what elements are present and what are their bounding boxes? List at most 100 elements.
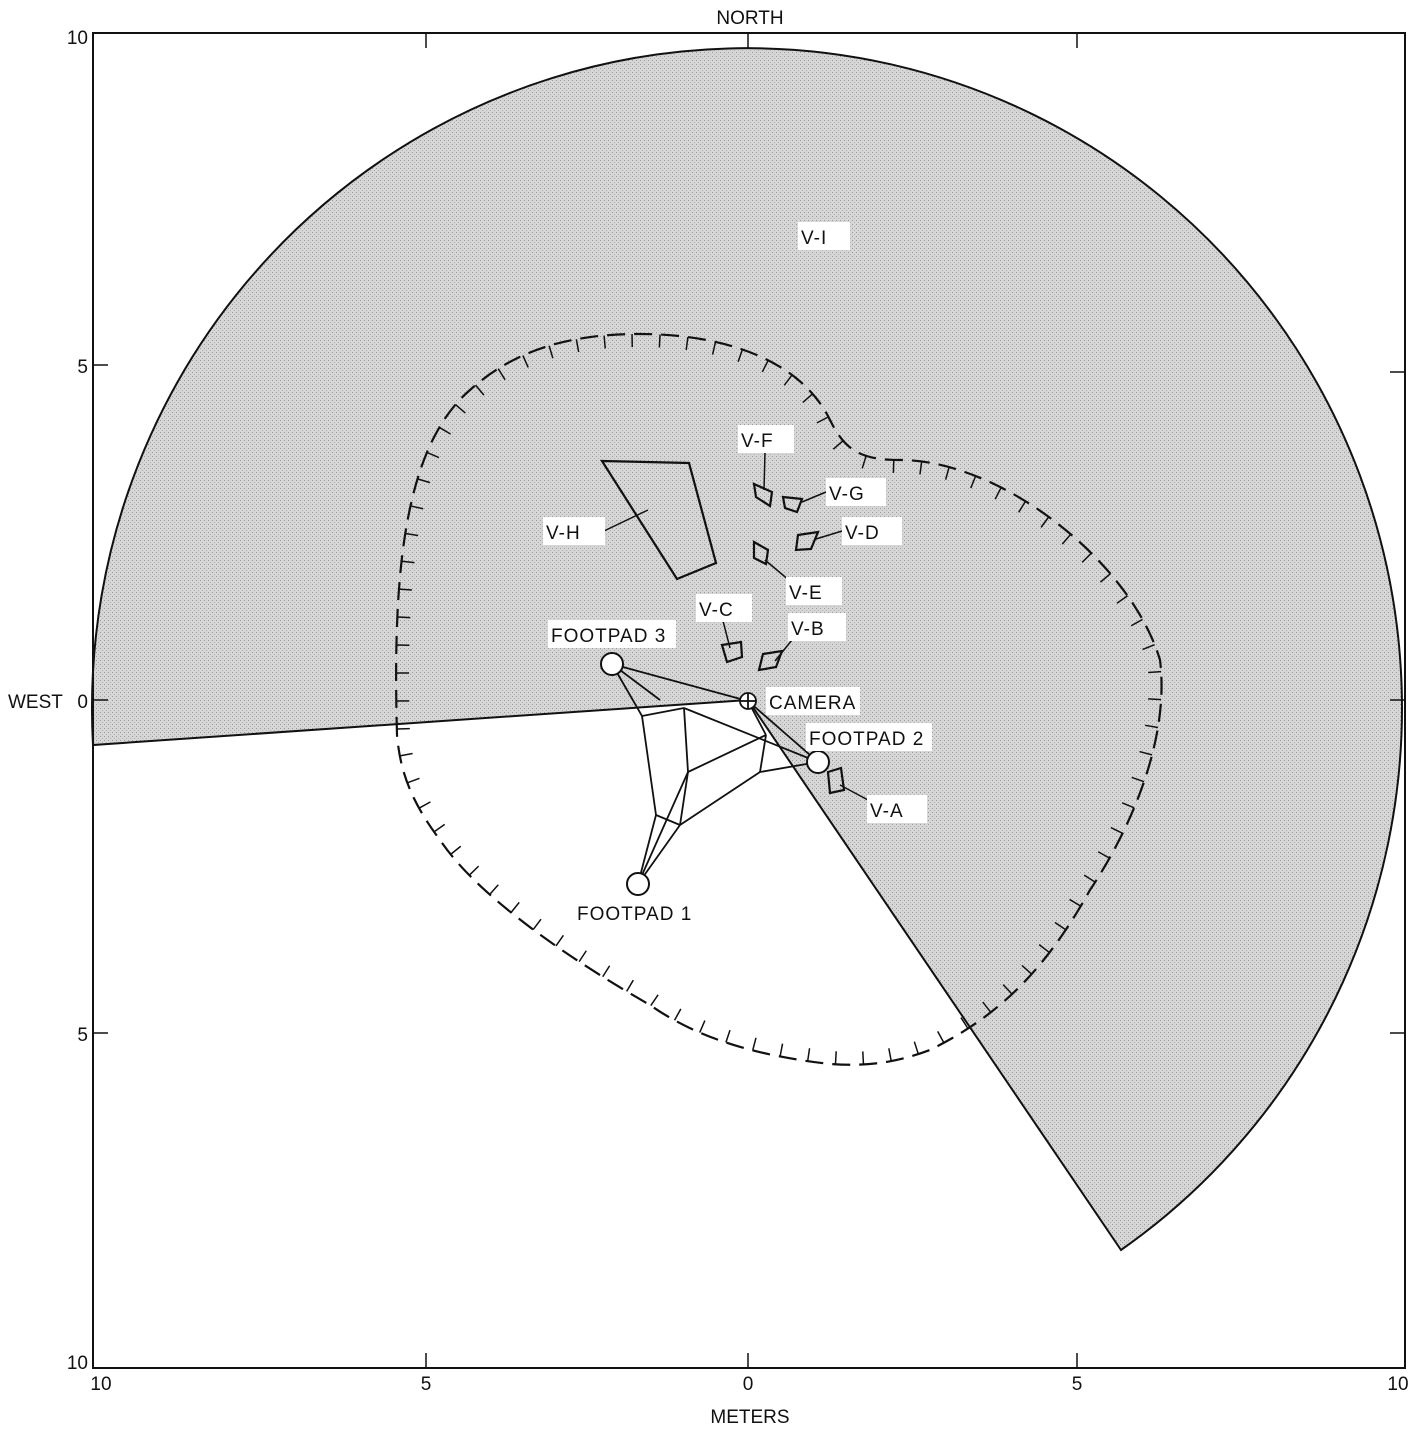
hachure-tick — [468, 865, 480, 876]
hachure-tick — [1018, 500, 1027, 513]
hachure-tick — [779, 1043, 784, 1057]
hachure-tick — [650, 994, 659, 1006]
footpad-1-marker — [626, 872, 650, 896]
hachure-tick — [426, 451, 440, 459]
area-v-a — [826, 766, 846, 795]
area-v-f — [752, 482, 774, 508]
hachure-tick — [1061, 533, 1072, 545]
x-tick-label: 10 — [90, 1374, 111, 1395]
hachure-tick — [1148, 698, 1162, 701]
hachure-tick — [1002, 984, 1013, 995]
x-tick-label: 5 — [421, 1374, 432, 1395]
hachure-tick — [919, 461, 923, 475]
label-v-f: V-F — [741, 431, 774, 452]
label-footpad-3: FOOTPAD 3 — [551, 626, 666, 647]
hachure-tick — [398, 588, 412, 591]
west-label: WEST — [8, 692, 63, 713]
hachure-tick — [532, 918, 542, 931]
hachure-tick — [861, 455, 867, 469]
hachure-tick — [1139, 750, 1153, 756]
x-tick-label: 5 — [1072, 1374, 1083, 1395]
north-label: NORTH — [716, 8, 783, 29]
hachure-tick — [699, 1020, 706, 1033]
hachure-tick — [418, 801, 431, 809]
hachure-tick — [1116, 595, 1128, 604]
hachure-tick — [1040, 516, 1050, 528]
hachure-tick — [737, 349, 744, 363]
hachure-tick — [405, 532, 419, 537]
hachure-tick — [1142, 643, 1155, 651]
hachure-tick — [816, 416, 829, 424]
camera-marker — [739, 692, 757, 710]
hachure-tick — [438, 426, 451, 435]
hachure-tick — [937, 1030, 945, 1044]
hachure-tick — [1083, 874, 1096, 883]
hachure-tick — [497, 368, 506, 381]
hachure-tick — [603, 335, 606, 349]
label-camera: CAMERA — [769, 693, 856, 714]
area-v-b — [757, 649, 784, 672]
area-v-g — [781, 495, 804, 514]
hachure-tick — [1121, 802, 1135, 809]
hachure-tick — [832, 440, 844, 450]
label-footpad-2: FOOTPAD 2 — [809, 729, 924, 750]
hachure-tick — [417, 478, 431, 484]
hachure-tick — [1148, 670, 1162, 674]
hachure-tick — [970, 475, 977, 489]
hachure-tick — [994, 487, 1002, 500]
boundary-dashed-line — [395, 332, 1163, 1066]
hachure-tick — [450, 845, 462, 855]
label-v-h: V-H — [546, 523, 581, 544]
footpad-3-marker — [600, 652, 624, 676]
hachure-tick — [1069, 898, 1082, 907]
hachure-tick — [783, 374, 793, 386]
hachure-tick — [913, 1041, 920, 1055]
hachure-tick — [555, 934, 565, 947]
hachure-tick — [1081, 552, 1092, 563]
hachure-tick — [944, 466, 950, 480]
hachure-tick — [475, 384, 485, 396]
hachure-tick — [834, 1051, 837, 1065]
hachure-tick — [522, 355, 529, 368]
label-footpad-1: FOOTPAD 1 — [577, 904, 692, 925]
y-tick-label: 0 — [77, 692, 88, 713]
hachure-tick — [960, 1017, 969, 1029]
hachure-tick — [433, 823, 446, 833]
camera-view-region — [91, 47, 1403, 1252]
hachure-tick — [1144, 724, 1159, 729]
hachure-tick — [802, 393, 814, 403]
x-tick-label: 10 — [1387, 1374, 1408, 1395]
hachure-tick — [578, 950, 587, 963]
hachure-tick — [1038, 944, 1050, 954]
hachure-tick — [982, 1001, 992, 1013]
hachure-tick — [1130, 618, 1143, 627]
area-v-d — [794, 530, 820, 552]
x-tick-label: 0 — [743, 1374, 754, 1395]
y-tick-label: 5 — [77, 1025, 88, 1046]
hachure-tick — [602, 965, 611, 978]
hachure-tick — [455, 404, 466, 414]
area-v-h — [599, 459, 718, 581]
hachure-tick — [401, 560, 415, 564]
hachure-tick — [1099, 573, 1111, 583]
hachure-tick — [397, 616, 411, 619]
hachure-tick — [1097, 851, 1110, 859]
hachure-tick — [711, 341, 717, 355]
hachure-tick — [862, 1051, 865, 1065]
label-v-d: V-D — [845, 523, 880, 544]
hachure-tick — [888, 1048, 892, 1062]
hachure-tick — [1110, 826, 1123, 834]
label-v-i: V-I — [801, 228, 827, 249]
hachure-tick — [625, 979, 634, 992]
hachure-tick — [575, 339, 580, 353]
area-v-c — [720, 640, 744, 664]
hachure-tick — [725, 1029, 731, 1043]
frame-ticks — [93, 33, 1405, 1368]
label-v-c: V-C — [699, 600, 734, 621]
area-v-e — [752, 540, 770, 566]
x-axis-title: METERS — [710, 1407, 789, 1428]
hachure-tick — [806, 1048, 811, 1062]
hachure-tick — [407, 777, 420, 784]
hachure-tick — [410, 505, 424, 510]
